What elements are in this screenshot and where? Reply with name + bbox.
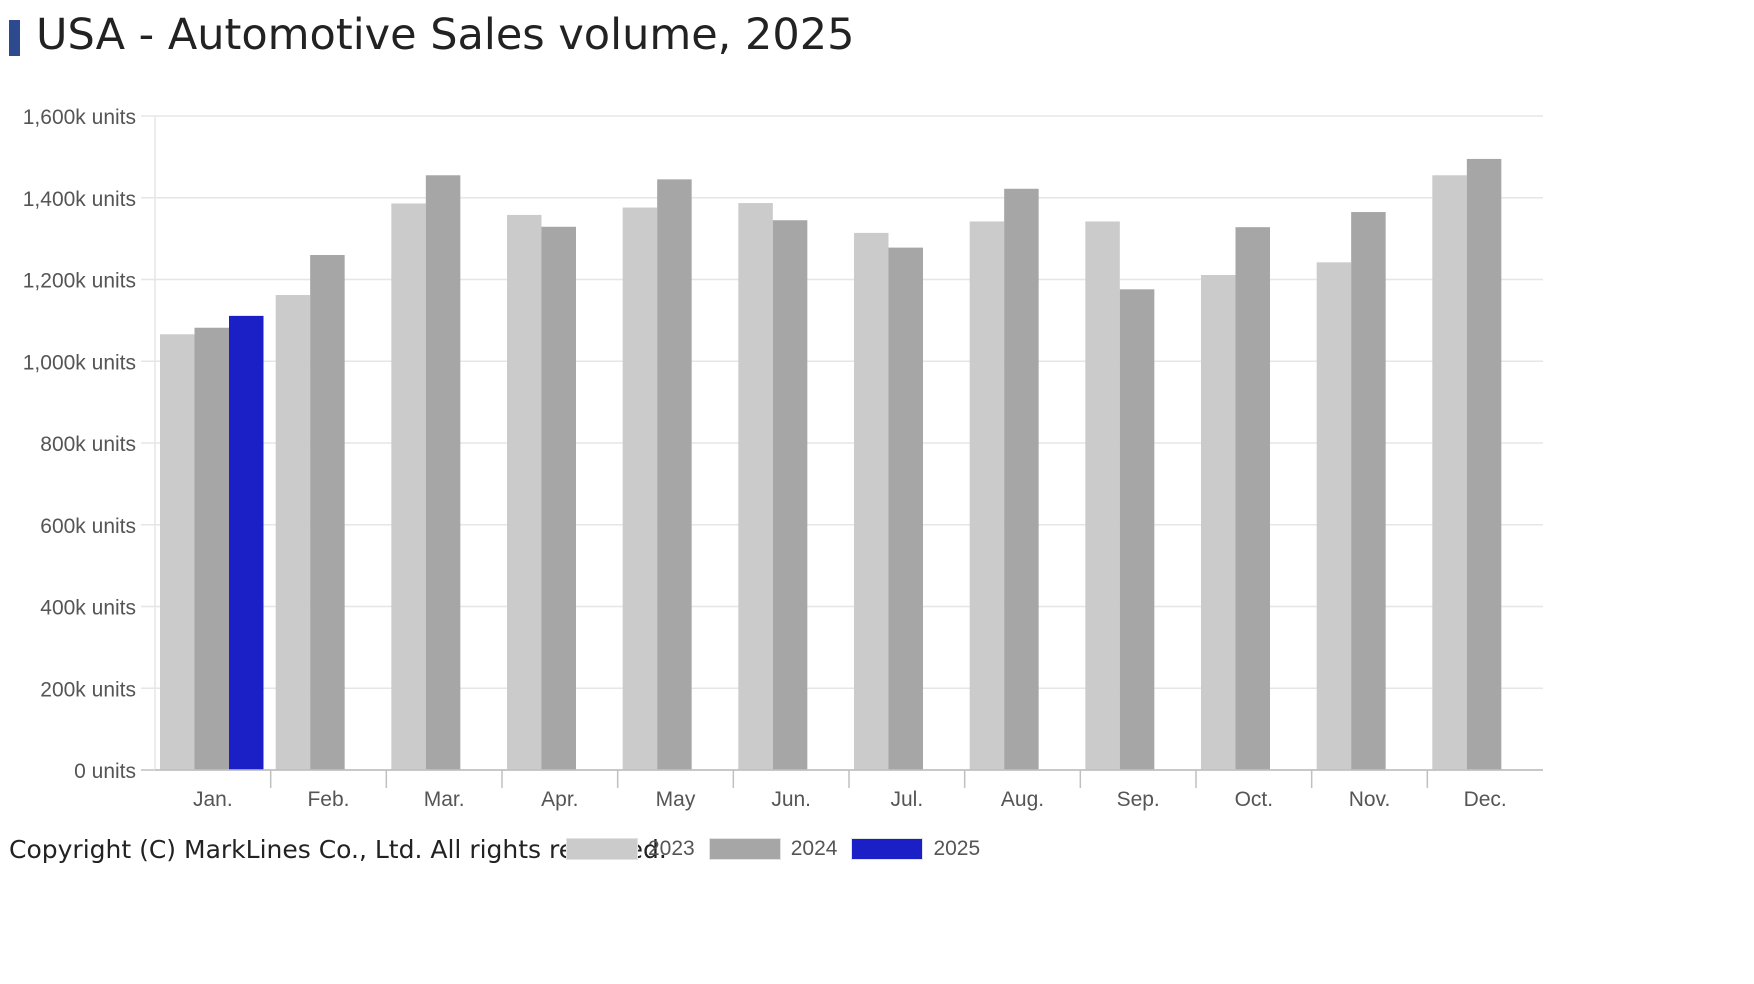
y-tick-label: 1,000k units	[23, 351, 136, 374]
bar-2024-jun	[772, 220, 808, 770]
x-tick-label: Oct.	[1235, 788, 1274, 811]
x-tick-label: Jun.	[771, 788, 811, 811]
bar-2023-oct	[1201, 275, 1236, 770]
x-tick-label: Feb.	[307, 788, 349, 811]
bar-2023-nov	[1316, 262, 1352, 770]
bar-2023-sep	[1085, 221, 1120, 770]
bar-2024-dec	[1466, 158, 1502, 770]
legend-label: 2024	[790, 837, 838, 860]
title-accent-bar	[9, 20, 20, 56]
y-tick-label: 1,600k units	[23, 106, 136, 129]
y-tick-label: 400k units	[40, 597, 136, 620]
bar-2023-mar	[391, 203, 426, 770]
legend-item[interactable]: 2024	[708, 837, 838, 861]
bar-2023-feb	[275, 295, 311, 770]
bar-2023-jul	[854, 232, 889, 771]
bar-2023-jun	[738, 203, 773, 771]
chart-legend: 2023 2024 2025	[566, 836, 994, 862]
bar-2024-sep	[1119, 289, 1155, 770]
bar-2024-jul	[888, 247, 923, 770]
legend-swatch	[566, 838, 638, 860]
bar-2024-oct	[1235, 227, 1270, 770]
y-tick-label: 1,400k units	[23, 188, 136, 211]
bar-2023-dec	[1432, 175, 1467, 771]
page-title: USA - Automotive Sales volume, 2025	[36, 10, 855, 60]
x-tick-label: Jan.	[193, 788, 233, 811]
x-tick-label: Jul.	[890, 788, 923, 811]
bar-2024-feb	[310, 254, 345, 771]
bar-2024-apr	[541, 226, 576, 771]
x-tick-label: Dec.	[1464, 788, 1507, 811]
legend-label: 2025	[933, 837, 981, 860]
bar-2025-jan	[229, 315, 264, 770]
x-tick-label: Sep.	[1117, 788, 1160, 811]
bar-2024-nov	[1351, 212, 1386, 770]
y-tick-label: 800k units	[40, 433, 136, 456]
legend-swatch	[708, 838, 781, 860]
bar-2024-aug	[1004, 188, 1039, 770]
x-tick-label: Mar.	[424, 788, 465, 811]
legend-item[interactable]: 2025	[851, 837, 980, 861]
y-tick-label: 600k units	[40, 515, 136, 538]
bar-2024-may	[657, 179, 692, 770]
bar-2023-apr	[507, 214, 542, 771]
y-tick-label: 1,200k units	[23, 270, 136, 293]
legend-swatch	[851, 838, 924, 860]
y-tick-label: 200k units	[40, 678, 136, 701]
x-tick-label: May	[656, 788, 696, 811]
legend-label: 2023	[648, 837, 695, 860]
x-tick-label: Nov.	[1349, 788, 1391, 811]
y-tick-label: 0 units	[74, 760, 136, 783]
copyright-notice: Copyright (C) MarkLines Co., Ltd. All ri…	[9, 835, 667, 864]
legend-item[interactable]: 2023	[566, 837, 695, 861]
bar-2023-aug	[969, 221, 1005, 770]
x-tick-label: Aug.	[1001, 788, 1044, 811]
bar-2023-may	[622, 207, 658, 770]
bar-2024-mar	[425, 175, 461, 771]
bar-2023-jan	[160, 334, 195, 770]
bar-2024-jan	[194, 327, 229, 770]
x-tick-label: Apr.	[541, 788, 578, 811]
